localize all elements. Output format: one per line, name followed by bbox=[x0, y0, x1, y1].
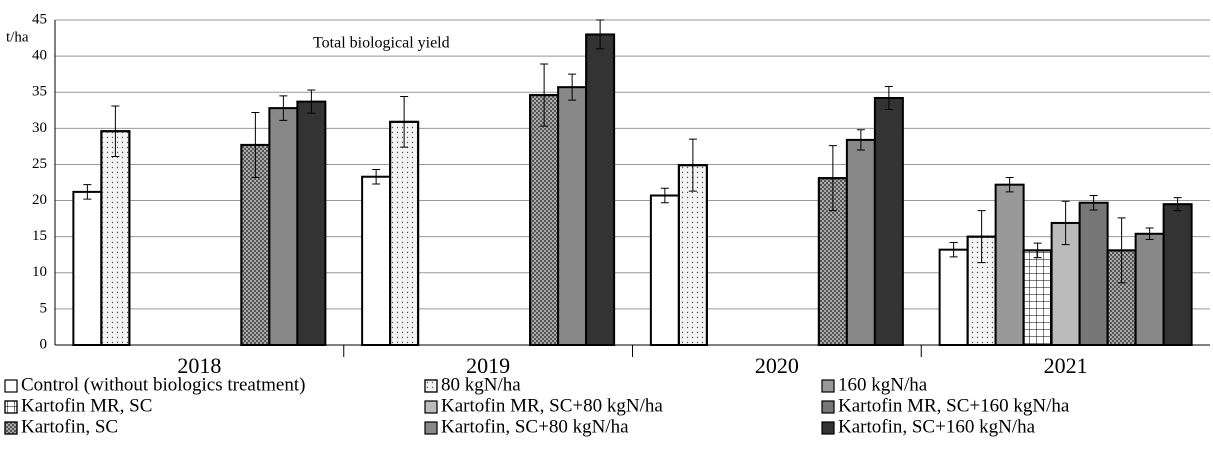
bar bbox=[994, 183, 1025, 346]
error-bar bbox=[307, 89, 316, 114]
error-bar bbox=[828, 145, 837, 212]
y-tick-label: 40 bbox=[32, 48, 47, 64]
annotation: Total biological yield bbox=[313, 35, 450, 52]
legend-label: Kartofin, SC+80 kgN/ha bbox=[441, 416, 629, 437]
error-bar bbox=[1089, 195, 1098, 211]
y-tick-label: 35 bbox=[32, 84, 47, 100]
error-bar bbox=[1145, 227, 1154, 241]
bar bbox=[296, 100, 327, 346]
legend-label: Kartofin, SC+160 kgN/ha bbox=[838, 416, 1036, 437]
bar bbox=[585, 33, 616, 346]
bar bbox=[72, 190, 103, 346]
legend-swatch bbox=[4, 379, 18, 393]
bar bbox=[845, 138, 876, 346]
error-bar bbox=[372, 169, 381, 185]
legend-swatch bbox=[424, 400, 438, 414]
bar bbox=[938, 248, 969, 347]
error-bar bbox=[1005, 176, 1014, 193]
legend-label: Kartofin MR, SC+80 kgN/ha bbox=[441, 395, 663, 416]
legend-label: Kartofin, SC bbox=[21, 416, 118, 437]
legend-swatch bbox=[821, 421, 835, 435]
y-tick-label: 20 bbox=[32, 192, 47, 208]
error-bar bbox=[1117, 217, 1126, 284]
y-tick-label: 15 bbox=[32, 228, 47, 244]
error-bar bbox=[1173, 197, 1182, 212]
error-bar bbox=[400, 96, 409, 148]
error-bar bbox=[1033, 242, 1042, 259]
x-tick-label: 2018 bbox=[177, 353, 221, 378]
bar bbox=[873, 97, 904, 346]
x-tick-label: 2019 bbox=[466, 353, 510, 378]
error-bar bbox=[568, 73, 577, 101]
bar bbox=[1078, 201, 1109, 346]
bar bbox=[649, 194, 680, 346]
bar-pattern bbox=[677, 164, 708, 346]
y-axis-label: t/ha bbox=[6, 29, 29, 45]
x-tick-label: 2020 bbox=[755, 353, 799, 378]
y-tick-label: 30 bbox=[32, 120, 47, 136]
legend-swatch bbox=[424, 421, 438, 435]
error-bar bbox=[1061, 200, 1070, 246]
error-bar bbox=[540, 63, 549, 127]
error-bar bbox=[83, 184, 92, 200]
bar bbox=[268, 107, 299, 346]
error-bar bbox=[884, 85, 893, 111]
legend-label: Control (without biologics treatment) bbox=[21, 374, 305, 395]
bar bbox=[1162, 203, 1193, 346]
bar bbox=[557, 86, 588, 347]
error-bar bbox=[111, 105, 120, 157]
bar-pattern bbox=[1022, 249, 1053, 346]
bar-pattern bbox=[529, 94, 560, 346]
bar-pattern bbox=[389, 120, 420, 347]
legend-swatch bbox=[821, 379, 835, 393]
x-tick-label: 2021 bbox=[1044, 353, 1088, 378]
legend-label: 160 kgN/ha bbox=[838, 374, 928, 395]
legend-label: Kartofin MR, SC+160 kgN/ha bbox=[838, 395, 1070, 416]
legend-swatch-pattern bbox=[424, 379, 438, 393]
legend-swatch-pattern bbox=[4, 421, 18, 435]
legend-swatch-pattern bbox=[4, 400, 18, 414]
bar-pattern bbox=[100, 130, 131, 346]
error-bar bbox=[279, 95, 288, 121]
error-bar bbox=[949, 241, 958, 258]
y-tick-label: 10 bbox=[32, 264, 47, 280]
error-bar bbox=[977, 210, 986, 264]
y-tick-label: 5 bbox=[40, 300, 48, 316]
error-bar bbox=[251, 111, 260, 178]
legend-label: Kartofin MR, SC bbox=[21, 395, 152, 416]
error-bar bbox=[660, 187, 669, 204]
y-tick-label: 25 bbox=[32, 156, 47, 172]
error-bar bbox=[688, 138, 697, 192]
legend-label: 80 kgN/ha bbox=[441, 374, 521, 395]
y-tick-label: 0 bbox=[40, 336, 48, 352]
error-bar bbox=[596, 19, 605, 50]
bar bbox=[361, 175, 392, 346]
y-tick-label: 45 bbox=[32, 11, 47, 27]
error-bar bbox=[856, 129, 865, 151]
bar bbox=[1134, 232, 1165, 346]
legend-swatch bbox=[821, 400, 835, 414]
